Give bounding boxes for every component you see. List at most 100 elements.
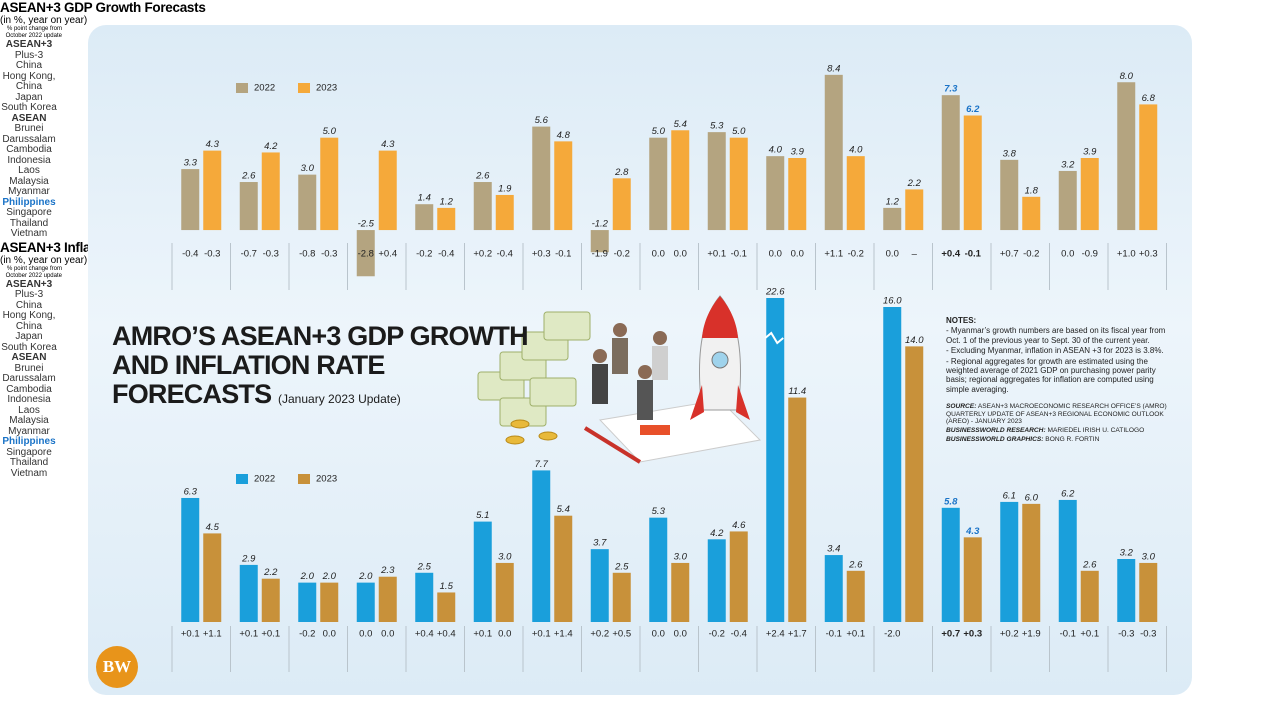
change-label: +0.7 — [941, 629, 960, 640]
legend-label: 2022 — [254, 474, 275, 485]
category-label: Thailand — [9, 217, 49, 229]
value-label: 2.9 — [241, 553, 256, 564]
bar — [766, 156, 785, 231]
change-label: -0.1 — [555, 249, 571, 260]
category-label: Vietnam — [10, 228, 48, 239]
bar — [320, 137, 339, 231]
value-label: 5.6 — [535, 115, 549, 126]
bar — [590, 549, 609, 622]
change-label: +0.5 — [612, 629, 631, 640]
value-label: 5.8 — [944, 496, 958, 507]
logo-badge — [96, 646, 138, 688]
bar — [707, 132, 726, 231]
bar — [437, 592, 456, 622]
value-label: 3.7 — [593, 538, 607, 549]
bar — [883, 307, 902, 622]
change-label: +2.4 — [766, 629, 785, 640]
category-label: South Korea — [1, 341, 57, 353]
bar — [729, 137, 748, 231]
category-label: Myanmar — [8, 425, 50, 437]
bar — [824, 74, 843, 231]
value-label: 2.0 — [322, 571, 337, 582]
bar — [203, 150, 222, 231]
category-label: Plus-3 — [14, 49, 44, 61]
category-label: ASEAN+3 — [5, 278, 53, 290]
legend-label: 2023 — [316, 474, 337, 485]
bar — [532, 126, 551, 231]
change-label: 0.0 — [791, 249, 804, 260]
value-label: 3.0 — [674, 551, 688, 562]
value-label: 2.6 — [1082, 559, 1097, 570]
category-label: Malaysia — [9, 415, 49, 426]
spacer — [946, 395, 1178, 403]
change-label: +0.1 — [1080, 629, 1099, 640]
change-label: -0.1 — [826, 629, 842, 640]
bar — [1058, 170, 1077, 231]
value-label: 3.4 — [827, 544, 840, 555]
bar — [378, 576, 397, 622]
bar — [532, 470, 551, 622]
change-label: 0.0 — [886, 249, 899, 260]
value-label: 7.3 — [944, 84, 958, 95]
change-label: -0.4 — [497, 249, 513, 260]
change-label: -0.3 — [1118, 629, 1134, 640]
value-label: 5.4 — [557, 504, 570, 515]
bar — [941, 95, 960, 231]
bar — [1139, 562, 1158, 622]
change-label: +0.3 — [963, 629, 982, 640]
bar — [671, 130, 690, 231]
value-label: 6.3 — [184, 486, 198, 497]
value-label: 2.6 — [241, 171, 256, 182]
bar — [181, 169, 200, 231]
bar — [261, 152, 280, 231]
bar — [495, 562, 514, 622]
bar — [671, 562, 690, 622]
bar — [415, 572, 434, 622]
change-label: +1.7 — [788, 629, 807, 640]
bar — [905, 346, 924, 622]
change-label: +0.4 — [437, 629, 456, 640]
title-line: AND INFLATION RATE — [112, 350, 385, 380]
bar — [824, 555, 843, 622]
bar — [1000, 501, 1019, 622]
category-label: Laos — [18, 165, 40, 176]
chart-title: ASEAN+3 GDP Growth Forecasts — [0, 0, 206, 15]
value-label: 3.0 — [498, 551, 512, 562]
credit-text: ASEAN+3 MACROECONOMIC RESEARCH OFFICE’S … — [946, 403, 1167, 426]
bar — [1022, 503, 1041, 622]
bar — [261, 578, 280, 622]
change-label: +0.2 — [590, 629, 609, 640]
change-label: -0.3 — [321, 249, 337, 260]
change-label: -0.4 — [731, 629, 747, 640]
change-label: -0.3 — [1140, 629, 1156, 640]
credit: BUSINESSWORLD RESEARCH: MARIEDEL IRISH U… — [946, 427, 1178, 435]
bar — [612, 572, 631, 622]
category-label: Thailand — [9, 457, 49, 468]
bar — [846, 156, 865, 231]
legend-swatch — [236, 83, 248, 93]
value-label: 4.2 — [264, 141, 278, 152]
bar — [356, 582, 375, 622]
main-title: AMRO’S ASEAN+3 GDP GROWTH AND INFLATION R… — [112, 322, 529, 414]
bar — [788, 397, 807, 622]
bar — [320, 582, 339, 622]
bar — [729, 531, 748, 622]
credit-label: BUSINESSWORLD RESEARCH: — [946, 427, 1046, 435]
change-label: -0.8 — [299, 249, 315, 260]
value-label: 5.4 — [674, 119, 687, 130]
category-label: ASEAN — [11, 112, 47, 124]
value-label: -1.2 — [592, 219, 609, 230]
change-label: -0.2 — [709, 629, 725, 640]
change-label: -0.4 — [438, 249, 454, 260]
credit: BUSINESSWORLD GRAPHICS: BONG R. FORTIN — [946, 436, 1178, 444]
value-label: 2.5 — [614, 561, 629, 572]
change-label: -0.4 — [182, 249, 198, 260]
value-label: 2.2 — [263, 567, 278, 578]
change-label: +0.2 — [473, 249, 492, 260]
value-label: 11.4 — [788, 386, 806, 397]
legend-label: 2023 — [316, 83, 337, 94]
bar — [649, 137, 668, 231]
value-label: 3.2 — [1120, 548, 1134, 559]
value-label: 6.0 — [1025, 492, 1039, 503]
value-label: 5.0 — [323, 126, 337, 137]
